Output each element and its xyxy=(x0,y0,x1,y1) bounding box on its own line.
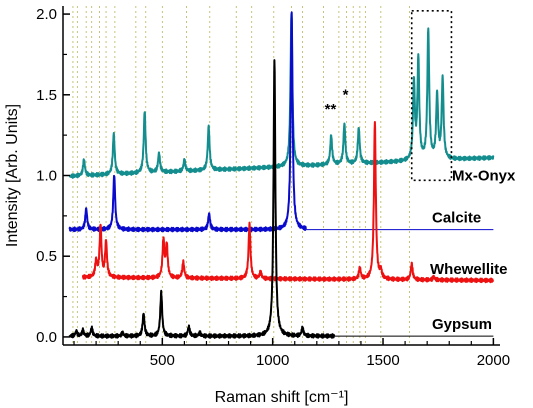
y-tick-label: 0.5 xyxy=(36,248,57,265)
y-tick-label: 1.5 xyxy=(36,87,57,104)
series-line-whewellite xyxy=(81,121,495,284)
series-line-mx-onyx xyxy=(68,13,495,179)
series-label-mx-onyx: Mx-Onyx xyxy=(452,168,516,185)
y-tick-label: 0.0 xyxy=(36,329,57,346)
series-label-gypsum: Gypsum xyxy=(432,316,492,333)
x-tick-label: 1500 xyxy=(366,352,399,369)
series-line-calcite xyxy=(68,11,307,233)
peak-annotation: ** xyxy=(325,101,337,118)
series-line-gypsum xyxy=(68,59,336,339)
reference-lines xyxy=(72,6,410,345)
peak-annotation: * xyxy=(343,87,349,104)
spectra-series xyxy=(68,11,495,339)
x-tick-label: 500 xyxy=(150,352,175,369)
series-label-calcite: Calcite xyxy=(432,209,481,226)
annotations: *** xyxy=(325,87,349,119)
axes: 0.0 0.5 1.0 1.5 2.0 500 1000 1500 2000 xyxy=(36,6,510,369)
y-tick-label: 1.0 xyxy=(36,168,57,185)
series-labels: Mx-Onyx Calcite Whewellite Gypsum xyxy=(430,168,516,334)
x-axis-title: Raman shift [cm⁻¹] xyxy=(215,389,349,406)
x-tick-label: 2000 xyxy=(477,352,510,369)
x-tick-label: 1000 xyxy=(256,352,289,369)
y-tick-label: 2.0 xyxy=(36,6,57,23)
y-axis-title: Intensity [Arb. Units] xyxy=(4,104,21,247)
series-label-whewellite: Whewellite xyxy=(430,261,508,278)
